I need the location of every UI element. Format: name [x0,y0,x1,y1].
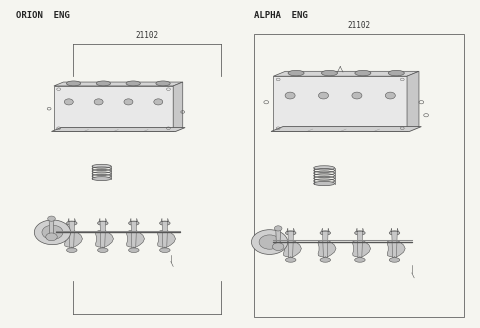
Polygon shape [387,240,405,257]
Circle shape [252,230,288,255]
Circle shape [48,216,55,221]
Polygon shape [274,76,407,132]
Polygon shape [353,240,371,257]
Ellipse shape [322,70,337,76]
Circle shape [352,92,362,99]
Ellipse shape [92,164,111,168]
Ellipse shape [97,221,108,225]
Polygon shape [68,218,75,249]
Polygon shape [173,82,183,132]
Polygon shape [157,230,176,247]
Ellipse shape [389,231,400,235]
Circle shape [64,99,73,105]
Ellipse shape [355,70,371,76]
Polygon shape [274,71,419,76]
Ellipse shape [159,221,170,225]
Ellipse shape [355,258,365,262]
Circle shape [124,99,133,105]
Circle shape [42,225,63,239]
Polygon shape [276,229,281,245]
Ellipse shape [129,221,139,225]
Ellipse shape [314,166,335,170]
Circle shape [154,99,163,105]
Polygon shape [96,230,113,247]
Ellipse shape [159,248,170,253]
Ellipse shape [96,81,110,86]
Polygon shape [64,230,83,247]
Ellipse shape [67,221,77,225]
Ellipse shape [389,258,400,262]
Ellipse shape [320,258,331,262]
Polygon shape [54,86,173,132]
Circle shape [34,220,71,245]
Polygon shape [318,240,336,257]
Polygon shape [130,218,138,249]
Polygon shape [287,228,295,258]
Polygon shape [99,218,107,249]
Ellipse shape [286,231,296,235]
Polygon shape [407,71,419,132]
Ellipse shape [156,81,170,86]
Circle shape [319,92,328,99]
Polygon shape [54,82,183,86]
Polygon shape [356,228,364,258]
Ellipse shape [355,231,365,235]
Ellipse shape [288,70,304,76]
Polygon shape [127,230,144,247]
Circle shape [273,243,284,251]
Polygon shape [51,128,185,132]
Ellipse shape [92,177,111,181]
Polygon shape [49,219,54,236]
Ellipse shape [320,231,331,235]
Ellipse shape [314,181,335,186]
Text: 21102: 21102 [348,21,371,30]
Circle shape [385,92,396,99]
Text: ORION  ENG: ORION ENG [16,11,70,20]
Circle shape [285,92,295,99]
Ellipse shape [66,81,81,86]
Text: 21102: 21102 [135,31,158,40]
Ellipse shape [67,248,77,253]
Ellipse shape [286,258,296,262]
Polygon shape [322,228,329,258]
Text: ALPHA  ENG: ALPHA ENG [254,11,308,20]
Polygon shape [284,240,301,257]
Ellipse shape [129,248,139,253]
Ellipse shape [388,70,404,76]
Polygon shape [391,228,398,258]
Polygon shape [161,218,168,249]
Polygon shape [271,127,421,132]
Circle shape [259,235,280,249]
Circle shape [94,99,103,105]
Circle shape [275,226,282,231]
Ellipse shape [97,248,108,253]
Circle shape [46,233,57,241]
Ellipse shape [126,81,140,86]
